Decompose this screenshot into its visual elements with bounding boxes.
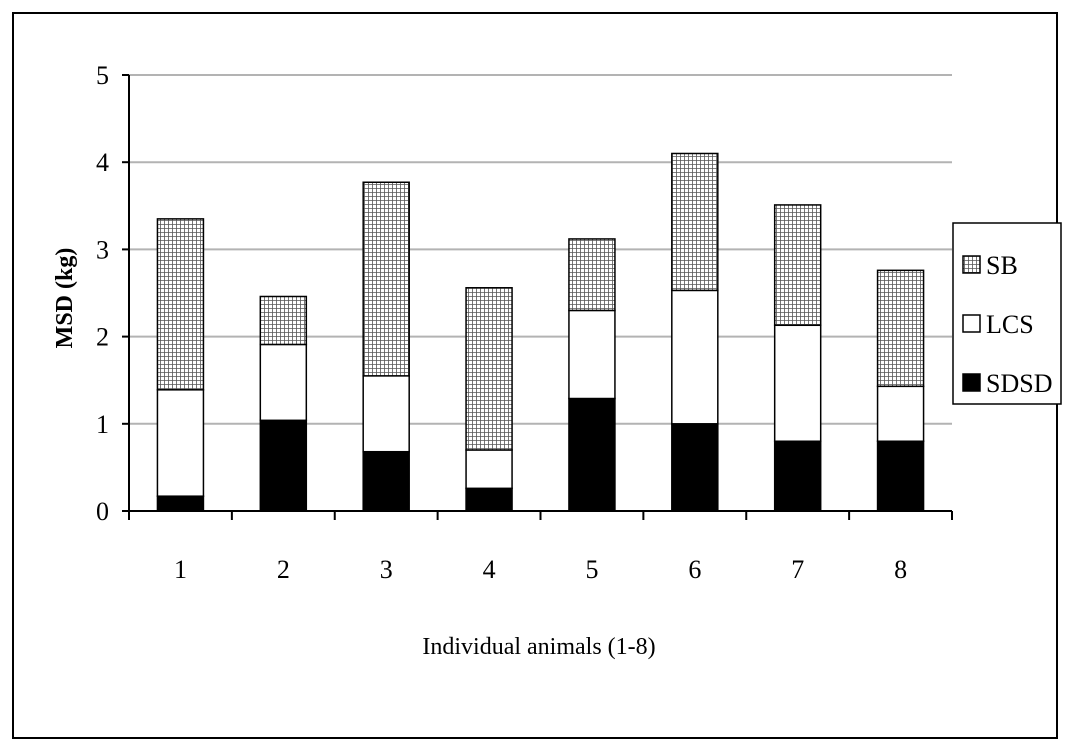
x-tick-label-2: 2 [277, 555, 290, 584]
gridlines [129, 74, 952, 425]
legend-label-lcs: LCS [986, 310, 1034, 339]
y-tick-label-3: 3 [96, 235, 109, 264]
y-tick-label-5: 5 [96, 61, 109, 90]
y-tick-label-2: 2 [96, 323, 109, 352]
legend-label-sdsd: SDSD [986, 369, 1052, 398]
x-axis-label: Individual animals (1-8) [422, 634, 655, 660]
y-tick-label-4: 4 [96, 148, 109, 177]
y-tick-labels: 0 1 2 3 4 5 [96, 61, 109, 526]
bar-sb-4 [465, 287, 513, 451]
bar-sdsd-1 [156, 495, 205, 512]
bar-sb-1 [156, 218, 205, 391]
bar-sb-2 [259, 295, 308, 346]
bar-sdsd-7 [773, 440, 822, 512]
bar-sb-3 [362, 181, 410, 377]
bar-sb-7 [773, 204, 822, 327]
axes [122, 74, 953, 520]
legend-label-sb: SB [986, 251, 1018, 280]
bar-sdsd-5 [568, 397, 616, 512]
legend-swatch-sb [962, 255, 981, 274]
bar-lcs-2 [259, 343, 308, 422]
x-tick-label-3: 3 [380, 555, 393, 584]
bar-lcs-3 [362, 375, 410, 453]
legend-swatch-lcs [962, 314, 981, 333]
legend-swatch-sdsd [962, 373, 981, 392]
x-tick-labels: 1 2 3 4 5 6 7 8 [174, 555, 907, 584]
x-tick-label-6: 6 [688, 555, 701, 584]
bar-sdsd-6 [671, 423, 719, 512]
bar-sdsd-8 [876, 440, 925, 512]
bar-lcs-4 [465, 449, 513, 490]
bar-lcs-6 [671, 289, 719, 425]
y-tick-label-1: 1 [96, 410, 109, 439]
x-tick-label-4: 4 [483, 555, 496, 584]
y-axis-label: MSD (kg) [52, 248, 78, 349]
bar-sb-5 [568, 238, 616, 312]
x-tick-label-1: 1 [174, 555, 187, 584]
bar-lcs-8 [876, 385, 925, 442]
bar-lcs-5 [568, 309, 616, 400]
bars [156, 152, 925, 512]
bar-sdsd-3 [362, 450, 410, 512]
bar-sdsd-4 [465, 487, 513, 512]
x-tick-label-8: 8 [894, 555, 907, 584]
x-tick-label-5: 5 [585, 555, 598, 584]
legend: SB LCS SDSD [952, 222, 1062, 405]
y-tick-label-0: 0 [96, 497, 109, 526]
bar-sb-6 [671, 152, 719, 292]
x-tick-label-7: 7 [791, 555, 804, 584]
bar-sdsd-2 [259, 419, 308, 512]
bar-lcs-1 [156, 389, 205, 497]
bar-lcs-7 [773, 324, 822, 442]
bar-sb-8 [876, 269, 925, 388]
